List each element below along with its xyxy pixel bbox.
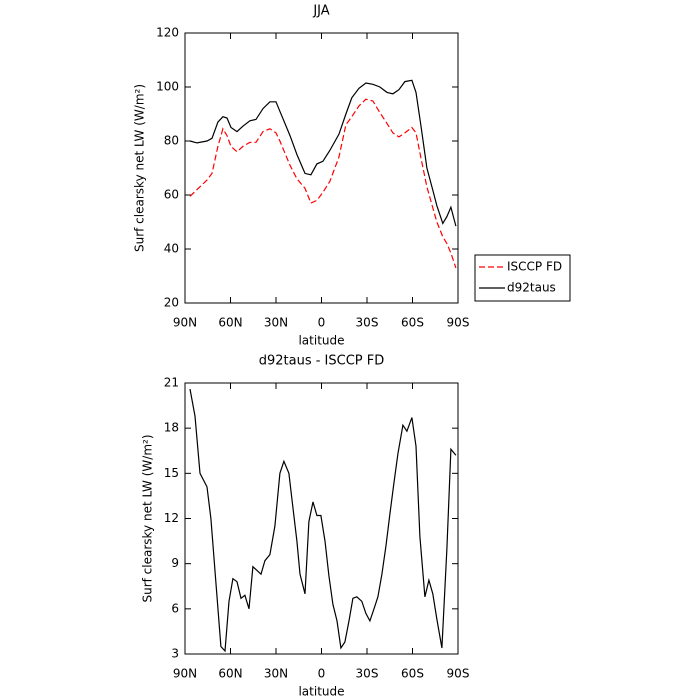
legend-box [474, 254, 571, 302]
y-tick-label: 15 [164, 466, 179, 480]
y-tick-label: 20 [164, 296, 179, 310]
x-tick-label: 60N [218, 667, 242, 681]
data-line [189, 79, 457, 227]
x-tick-label: 0 [318, 316, 326, 330]
y-tick-label: 18 [164, 421, 179, 435]
y-tick-label: 100 [156, 80, 179, 94]
x-tick-label: 30S [356, 667, 379, 681]
y-tick-label: 60 [164, 188, 179, 202]
x-tick-label: 90N [173, 316, 197, 330]
x-axis-label: latitude [298, 685, 344, 699]
legend-label: d92taus [507, 281, 556, 295]
x-tick-label: 60S [401, 316, 424, 330]
x-tick-label: 30N [264, 667, 288, 681]
legend-label: ISCCP FD [507, 260, 562, 274]
y-tick-label: 80 [164, 134, 179, 148]
y-tick-label: 9 [171, 556, 179, 570]
plot-frame [184, 32, 459, 304]
y-tick-label: 6 [171, 601, 179, 615]
data-line [189, 388, 457, 653]
y-tick-label: 40 [164, 242, 179, 256]
x-tick-label: 30N [264, 316, 288, 330]
y-tick-label: 21 [164, 376, 179, 390]
y-tick-label: 3 [171, 647, 179, 661]
y-tick-label: 12 [164, 511, 179, 525]
x-tick-label: 0 [318, 667, 326, 681]
chart-title: JJA [312, 4, 329, 19]
x-tick-label: 90N [173, 667, 197, 681]
x-axis-label: latitude [298, 334, 344, 348]
y-axis-label: Surf clearsky net LW (W/m²) [141, 434, 155, 602]
x-tick-label: 90S [447, 316, 470, 330]
x-tick-label: 30S [356, 316, 379, 330]
chart-title: d92taus - ISCCP FD [259, 354, 385, 369]
data-line [189, 98, 457, 269]
y-tick-label: 120 [156, 26, 179, 40]
x-tick-label: 90S [447, 667, 470, 681]
x-tick-label: 60S [401, 667, 424, 681]
y-axis-label: Surf clearsky net LW (W/m²) [133, 84, 147, 252]
x-tick-label: 60N [218, 316, 242, 330]
